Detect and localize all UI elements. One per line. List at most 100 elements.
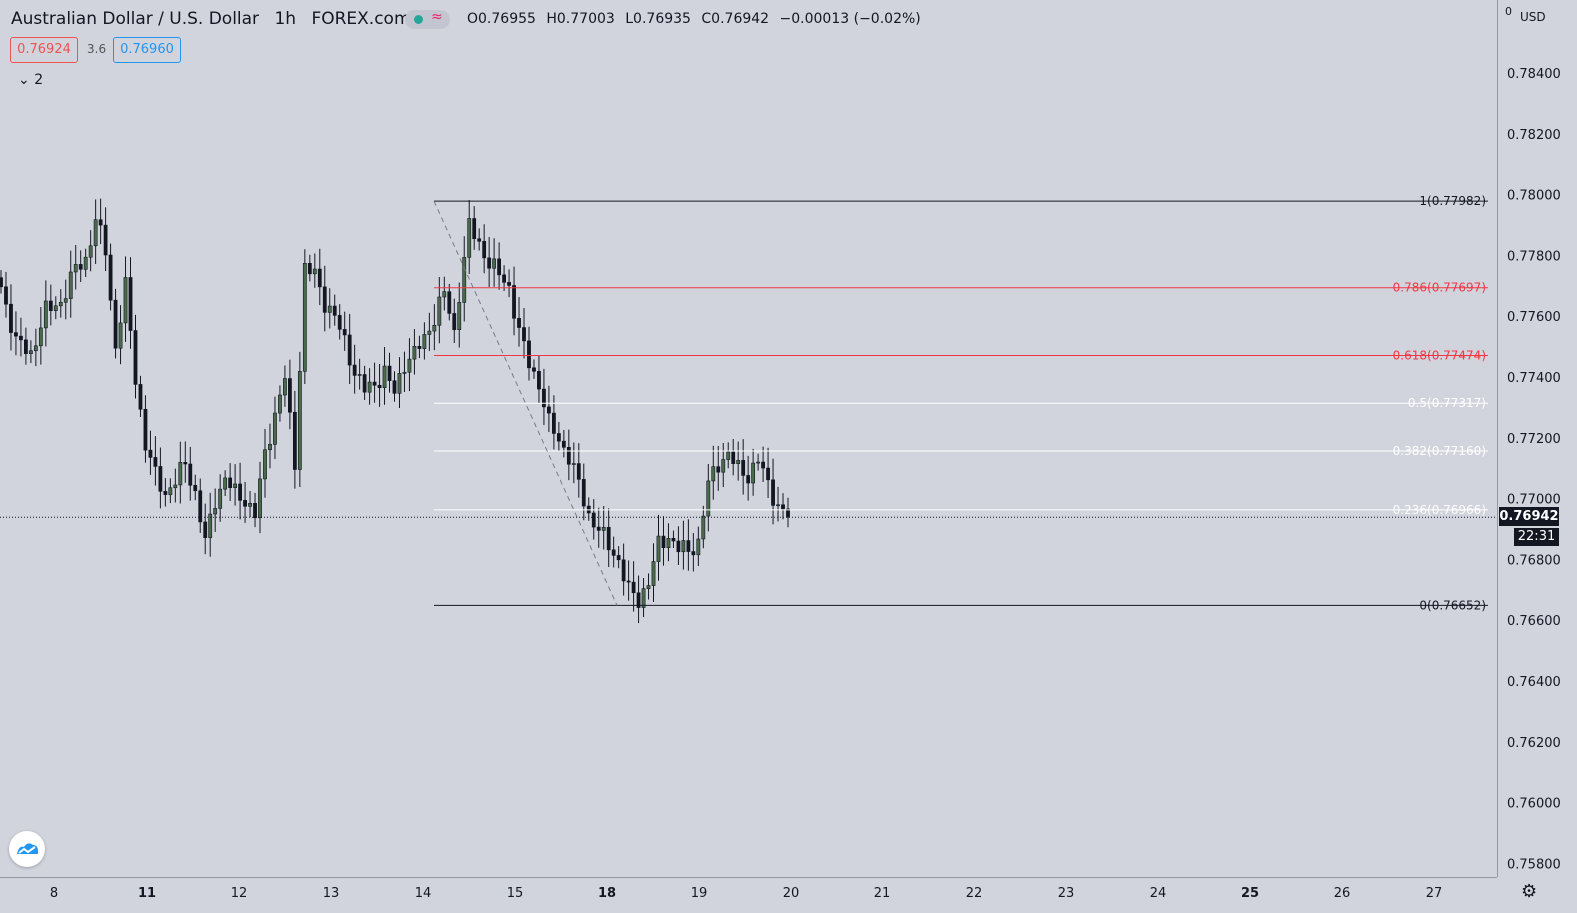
candle-body xyxy=(656,535,661,562)
buy-button[interactable]: 0.76960 xyxy=(113,37,181,63)
candle-body xyxy=(551,412,556,434)
candle-body xyxy=(507,282,511,286)
candle-body xyxy=(58,301,63,307)
candle-body xyxy=(273,412,277,445)
candle-body xyxy=(527,340,531,369)
candle-body xyxy=(188,463,193,486)
candle-body xyxy=(307,263,312,275)
candle-body xyxy=(701,515,706,540)
candle-body xyxy=(68,271,73,299)
candle-body xyxy=(24,339,28,354)
candle-body xyxy=(591,512,596,528)
candle-body xyxy=(193,484,198,492)
indicators-count: 2 xyxy=(34,72,44,88)
candle-body xyxy=(601,526,606,531)
candle-body xyxy=(78,264,83,270)
candle-body xyxy=(347,334,352,366)
candle-body xyxy=(581,479,586,507)
candle-body xyxy=(297,371,302,470)
sell-button[interactable]: 0.76924 xyxy=(10,37,78,63)
candle-body xyxy=(283,378,287,396)
candle-body xyxy=(771,479,775,506)
candle-body xyxy=(93,219,98,247)
candle-body xyxy=(248,503,252,507)
candle-body xyxy=(532,367,536,372)
candle-body xyxy=(666,537,671,548)
candle-body xyxy=(756,461,761,464)
gear-icon[interactable]: ⚙ xyxy=(1521,881,1538,902)
ohlc-high: H0.77003 xyxy=(546,11,615,27)
candle-body xyxy=(218,488,223,509)
candle-body xyxy=(542,388,546,408)
candle-body xyxy=(631,581,636,594)
candle-body xyxy=(203,521,208,538)
chevron-down-icon: ⌄ xyxy=(18,72,30,88)
candle-body xyxy=(253,503,257,519)
candle-body xyxy=(158,466,163,492)
candle-body xyxy=(372,381,377,386)
candle-body xyxy=(497,258,502,276)
candle-body xyxy=(292,411,297,470)
time-axis[interactable] xyxy=(0,877,1497,913)
candle-body xyxy=(626,580,631,583)
fib-level-label: 1(0.77982) xyxy=(1419,194,1486,208)
candle-body xyxy=(28,350,33,354)
candle-body xyxy=(492,258,497,269)
candle-body xyxy=(73,264,78,273)
candle-body xyxy=(352,364,357,376)
candle-body xyxy=(14,332,18,337)
candle-body xyxy=(681,540,686,553)
exchange-label: FOREX.com xyxy=(311,9,411,29)
candle-body xyxy=(302,263,307,372)
candle-body xyxy=(317,268,322,288)
candle-body xyxy=(472,218,477,239)
candle-body xyxy=(641,588,646,608)
candle-body xyxy=(223,477,228,490)
candle-body xyxy=(198,490,203,523)
candle-body xyxy=(387,365,392,381)
candle-body xyxy=(138,384,143,410)
candle-body xyxy=(412,345,417,360)
candle-body xyxy=(213,508,218,515)
symbol-name[interactable]: Australian Dollar / U.S. Dollar xyxy=(11,9,260,29)
candle-body xyxy=(442,291,447,298)
candle-body xyxy=(502,274,506,283)
fib-trend-line xyxy=(433,200,618,606)
candle-body xyxy=(711,466,716,482)
candle-body xyxy=(402,371,407,374)
candle-body xyxy=(751,462,756,484)
candle-body xyxy=(163,491,168,495)
indicators-toggle[interactable]: ⌄ 2 xyxy=(18,72,43,88)
candle-body xyxy=(392,380,397,394)
candle-body xyxy=(128,277,133,331)
candle-body xyxy=(731,451,736,464)
candle-body xyxy=(636,592,641,608)
symbol-title[interactable]: Australian Dollar / U.S. Dollar 1h FOREX… xyxy=(11,9,421,29)
currency-label[interactable]: USD xyxy=(1520,10,1546,24)
candle-body xyxy=(9,303,13,333)
candle-body xyxy=(596,526,601,531)
candle-body xyxy=(686,540,691,552)
price-axis[interactable] xyxy=(1497,0,1577,877)
candle-body xyxy=(263,449,267,480)
tradingview-logo-icon[interactable] xyxy=(9,831,45,867)
market-status-pill[interactable]: ≈ xyxy=(405,9,450,29)
candle-body xyxy=(53,305,58,311)
candle-body xyxy=(482,240,487,259)
candle-body xyxy=(651,561,656,586)
fib-level-label: 0(0.76652) xyxy=(1419,598,1486,612)
candle-body xyxy=(88,245,93,258)
bar-countdown: 22:31 xyxy=(1514,528,1559,546)
candle-body xyxy=(38,327,43,347)
candle-body xyxy=(766,467,770,481)
candle-body xyxy=(98,219,103,226)
candle-body xyxy=(233,483,238,489)
interval-label[interactable]: 1h xyxy=(274,9,297,29)
candle-body xyxy=(646,585,651,589)
candle-body xyxy=(437,296,442,326)
candle-body xyxy=(621,559,626,582)
candle-body xyxy=(123,277,128,324)
candle-body xyxy=(696,538,701,556)
